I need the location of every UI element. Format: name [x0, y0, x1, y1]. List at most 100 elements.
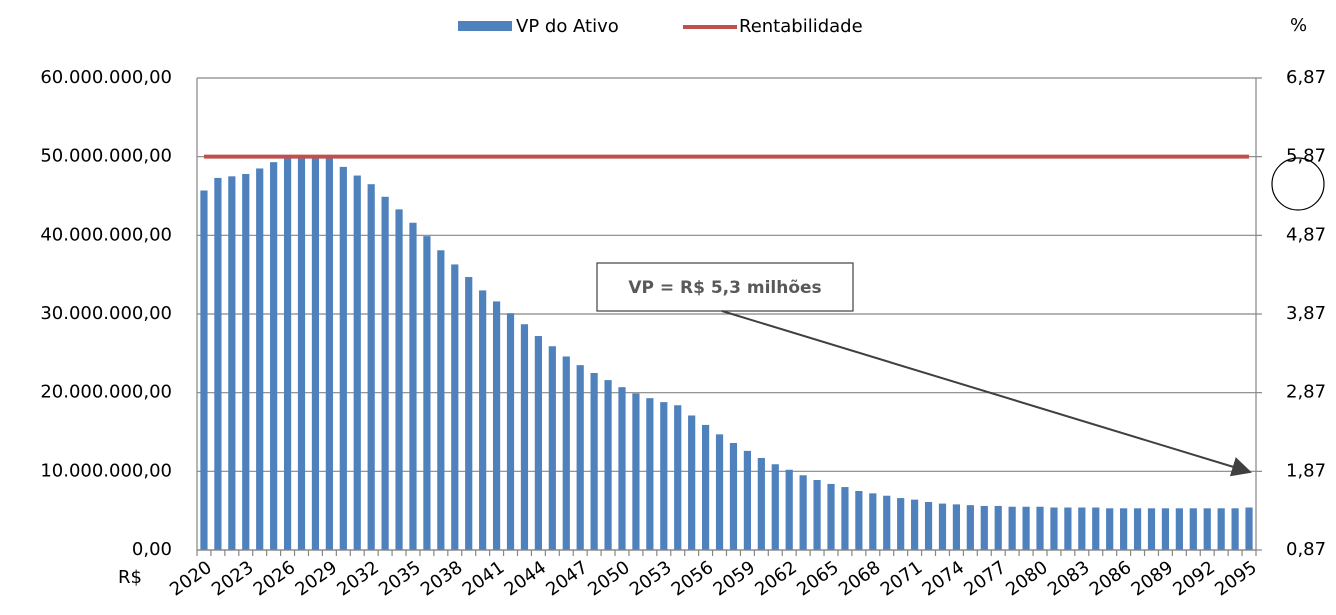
bar [911, 499, 919, 550]
x-tick-label: 2071 [877, 557, 927, 600]
bar [1217, 508, 1225, 550]
x-tick-label: 2092 [1169, 557, 1219, 600]
bar [924, 502, 933, 550]
x-tick-label: 2080 [1002, 557, 1052, 600]
bar [938, 503, 947, 550]
bar [1064, 507, 1072, 550]
x-tick-label: 2074 [919, 557, 969, 600]
bar [646, 398, 654, 550]
x-tick-label: 2029 [292, 557, 342, 600]
annotation-box [596, 262, 854, 312]
bar [200, 190, 208, 550]
bar [980, 505, 988, 550]
y-tick-label: 0,00 [132, 539, 172, 560]
bar [534, 336, 542, 550]
bar [339, 166, 347, 551]
bar [883, 495, 891, 550]
bar [325, 158, 333, 551]
x-tick-label: 2095 [1211, 557, 1261, 600]
bar [1078, 507, 1086, 550]
x-tick-label: 2026 [250, 557, 300, 600]
bar [1231, 508, 1239, 550]
bar [604, 380, 612, 550]
bar [688, 415, 696, 550]
y2-tick-label: 2,87 [1286, 382, 1326, 403]
bar [353, 175, 361, 550]
x-tick-label: 2020 [166, 557, 216, 600]
bar [576, 365, 584, 550]
bar [757, 457, 765, 550]
y-tick-label: 20.000.000,00 [40, 382, 172, 403]
bar [1189, 508, 1197, 550]
bar [618, 387, 626, 550]
bar [1147, 508, 1156, 550]
y2-tick-label: 3,87 [1286, 303, 1326, 324]
x-tick-label: 2032 [333, 557, 383, 600]
bar [743, 450, 752, 550]
bar [1036, 506, 1044, 550]
bar [311, 156, 320, 550]
bar [423, 236, 431, 550]
bar [715, 434, 724, 550]
bar [1106, 508, 1114, 550]
bar [590, 373, 598, 550]
bar [966, 505, 974, 550]
bar [270, 162, 278, 550]
x-tick-label: 2050 [584, 557, 634, 600]
bar [1050, 507, 1058, 550]
bar [701, 424, 710, 550]
bar [1120, 508, 1128, 550]
annotation-arrow [721, 310, 1252, 477]
x-tick-label: 2059 [710, 557, 760, 600]
bar [674, 405, 682, 550]
bar [1203, 508, 1211, 550]
bar [520, 324, 529, 550]
y2-tick-label: 4,87 [1286, 224, 1326, 245]
bar [1022, 506, 1030, 550]
x-tick-label: 2068 [835, 557, 885, 600]
bar [395, 209, 403, 550]
x-tick-label: 2089 [1128, 557, 1178, 600]
bar [256, 168, 264, 550]
bar [228, 176, 236, 551]
bar [1008, 506, 1016, 550]
bar [897, 498, 905, 550]
x-tick-label: 2065 [793, 557, 843, 600]
bar [465, 277, 473, 550]
y-tick-label: 50.000.000,00 [40, 146, 172, 167]
bar [437, 250, 445, 550]
bar [632, 393, 640, 550]
y2-tick-label: 5,87 [1286, 146, 1326, 167]
bar [729, 443, 738, 550]
bar [827, 483, 835, 550]
bar [242, 173, 250, 550]
x-tick-label: 2038 [417, 557, 467, 600]
bar [813, 479, 821, 550]
x-tick-label: 2086 [1086, 557, 1136, 600]
bar [214, 177, 222, 550]
bar [451, 264, 459, 550]
y2-tick-label: 1,87 [1286, 460, 1326, 481]
bar [799, 475, 807, 550]
x-tick-label: 2044 [501, 557, 551, 600]
bar [1175, 508, 1183, 550]
x-tick-label: 2035 [375, 557, 425, 600]
legend-label: Rentabilidade [739, 16, 863, 37]
x-tick-label: 2077 [960, 557, 1010, 600]
bar [785, 469, 793, 550]
bar [283, 156, 292, 550]
y-tick-label: 40.000.000,00 [40, 224, 172, 245]
bar [1133, 508, 1142, 550]
highlight-circle [1271, 157, 1325, 211]
y2-axis-label: % [1290, 15, 1307, 36]
bar [1092, 507, 1100, 550]
bar [492, 301, 501, 550]
x-tick-label: 2023 [208, 557, 258, 600]
y-tick-label: 30.000.000,00 [40, 303, 172, 324]
bar [771, 464, 779, 550]
x-tick-label: 2053 [626, 557, 676, 600]
y-axis-label: R$ [118, 567, 142, 588]
bar [409, 222, 417, 550]
